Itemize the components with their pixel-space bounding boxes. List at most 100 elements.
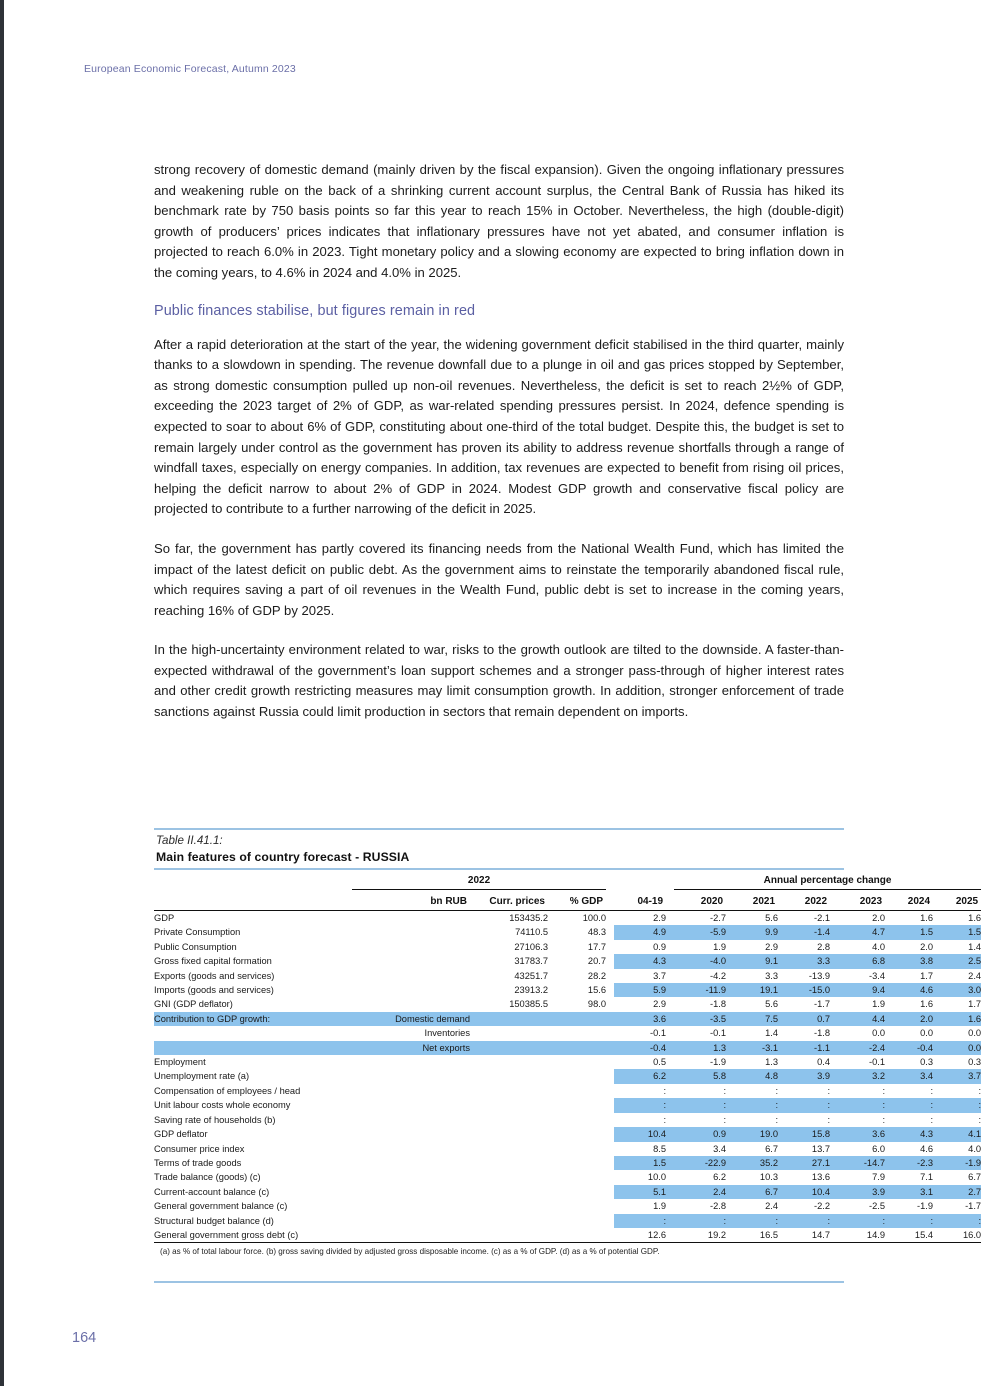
cell-2024: 1.5: [885, 925, 934, 940]
table-row: Current-account balance (c) 5.1 2.4 6.7 10.4…: [154, 1184, 982, 1200]
group-spacer-2: [606, 871, 614, 890]
row-sublabel: [352, 1113, 470, 1127]
cell-gap-3: [830, 1170, 837, 1184]
page-edge-bar: [0, 0, 4, 1386]
running-head: European Economic Forecast, Autumn 2023: [84, 63, 296, 75]
table-row: Saving rate of households (b):::::::: [154, 1113, 981, 1127]
cell-2022: :: [778, 1213, 831, 1228]
cell-2022: 2.8: [817, 941, 831, 952]
cell-hist: -0.1: [614, 1026, 667, 1041]
cell-gap-1: [606, 983, 614, 997]
cell-gap-3: [830, 1055, 837, 1069]
cell-gap-3: [830, 1098, 838, 1113]
cell-curr-prices: [470, 1011, 548, 1027]
cell-2021: 2.9: [765, 941, 779, 952]
table-row: Trade balance (goods) (c) 10.0 6.2 10.3 13.6…: [154, 1170, 981, 1184]
table-row: Unit labour costs whole economy:::::::: [154, 1098, 982, 1113]
forecast-table-block: Table II.41.1: Main features of country …: [154, 828, 982, 1284]
cell-gap-2: [666, 1069, 675, 1084]
cell-gap-3: [830, 1011, 838, 1027]
cell-2023: 2.0: [872, 913, 886, 923]
cell-gap-1: [606, 1113, 614, 1127]
cell-2020: :: [723, 1085, 727, 1096]
cell-pct-gdp: [548, 1185, 606, 1199]
cell-gap-2: [666, 1098, 675, 1113]
cell-2025: :: [978, 1085, 982, 1096]
row-sublabel: [352, 969, 470, 983]
cell-2025: 16.0: [933, 1227, 982, 1244]
col-header-gap-3: [830, 889, 838, 911]
cell-2025: 2.7: [933, 1184, 982, 1200]
table-footnote: (a) as % of total labour force. (b) gros…: [160, 1247, 660, 1257]
row-sublabel: Net exports: [352, 1040, 470, 1056]
table-row: General government gross debt (c) 12.6 19.…: [154, 1227, 982, 1244]
cell-hist: 1.5: [614, 1155, 667, 1171]
cell-2021: 19.0: [726, 1127, 779, 1142]
cell-2024: 4.3: [885, 1127, 934, 1142]
group-header-annual-change: Annual percentage change: [674, 871, 982, 890]
cell-curr-prices: [470, 1055, 548, 1069]
cell-gap-2: [666, 1040, 675, 1056]
cell-2024: 0.0: [885, 1026, 934, 1041]
text-column: strong recovery of domestic demand (main…: [154, 160, 844, 742]
cell-2022: 14.7: [778, 1227, 831, 1244]
cell-gap-2: [666, 1011, 675, 1027]
cell-2025: 1.4: [968, 941, 982, 952]
cell-2023: :: [837, 1213, 886, 1228]
cell-2025: 1.6: [968, 913, 982, 923]
cell-gap-1: [606, 940, 614, 954]
cell-2020: 0.9: [674, 1127, 727, 1142]
cell-2021: 5.6: [765, 913, 779, 923]
col-header-curr-prices: Curr. prices: [470, 889, 548, 911]
col-header-2025: 2025: [933, 889, 982, 911]
cell-2025: :: [978, 1114, 982, 1125]
cell-2025: 4.1: [933, 1127, 982, 1142]
cell-2021: :: [775, 1085, 779, 1096]
col-header-2021: 2021: [726, 889, 779, 911]
cell-gap-3: [830, 1227, 838, 1244]
cell-gap-1: [606, 997, 614, 1011]
cell-2021: 9.9: [726, 925, 779, 940]
cell-hist: 2.9: [653, 999, 667, 1010]
cell-gap-1: [606, 1011, 615, 1027]
cell-2022: -1.8: [778, 1026, 831, 1041]
cell-pct-gdp: [548, 1011, 607, 1027]
cell-2024: :: [885, 1098, 934, 1113]
cell-2020: :: [723, 1114, 727, 1125]
row-sublabel: [352, 1127, 470, 1141]
table-row: GDP deflator 10.4 0.9 19.0 15.8 3.6 4.3 4.1: [154, 1127, 982, 1142]
cell-gap-1: [606, 1214, 614, 1228]
cell-2021: 19.1: [726, 983, 779, 998]
col-header-gap-2: [666, 889, 675, 911]
row-sublabel: [352, 1084, 470, 1098]
cell-gap-3: [830, 1213, 838, 1228]
cell-pct-gdp: [548, 1127, 606, 1141]
table-row: Structural budget balance (d):::::::: [154, 1213, 982, 1228]
row-sublabel: [352, 1156, 470, 1170]
cell-pct-gdp: [548, 1026, 607, 1041]
cell-gap-3: [830, 997, 837, 1011]
cell-gap-2: [666, 969, 674, 983]
cell-2025: 2.4: [968, 970, 982, 981]
row-label: GNI (GDP deflator): [154, 999, 233, 1010]
cell-2023: 3.2: [837, 1069, 886, 1084]
cell-hist: 10.4: [614, 1127, 667, 1142]
cell-2020: -1.8: [710, 999, 727, 1010]
cell-2024: 0.3: [920, 1057, 934, 1068]
cell-hist: :: [614, 1098, 667, 1113]
row-label: [154, 1026, 352, 1041]
cell-2024: :: [930, 1114, 934, 1125]
cell-gap-2: [666, 1184, 675, 1200]
cell-2024: 4.6: [920, 1143, 934, 1154]
table-row: Compensation of employees / head:::::::: [154, 1084, 981, 1098]
table-row: Inventories -0.1 -0.1 1.4 -1.8 0.0 0.0 0.0: [154, 1026, 982, 1041]
col-header-hist: 04-19: [614, 889, 667, 911]
cell-curr-prices: [470, 1170, 548, 1184]
cell-gap-2: [666, 1227, 675, 1244]
cell-2023: 6.8: [837, 954, 886, 969]
cell-pct-gdp: 20.7: [587, 956, 607, 967]
cell-pct-gdp: 15.6: [587, 985, 607, 996]
cell-2025: :: [933, 1213, 982, 1228]
cell-gap-1: [606, 1040, 615, 1056]
cell-2023: 6.0: [872, 1143, 886, 1154]
